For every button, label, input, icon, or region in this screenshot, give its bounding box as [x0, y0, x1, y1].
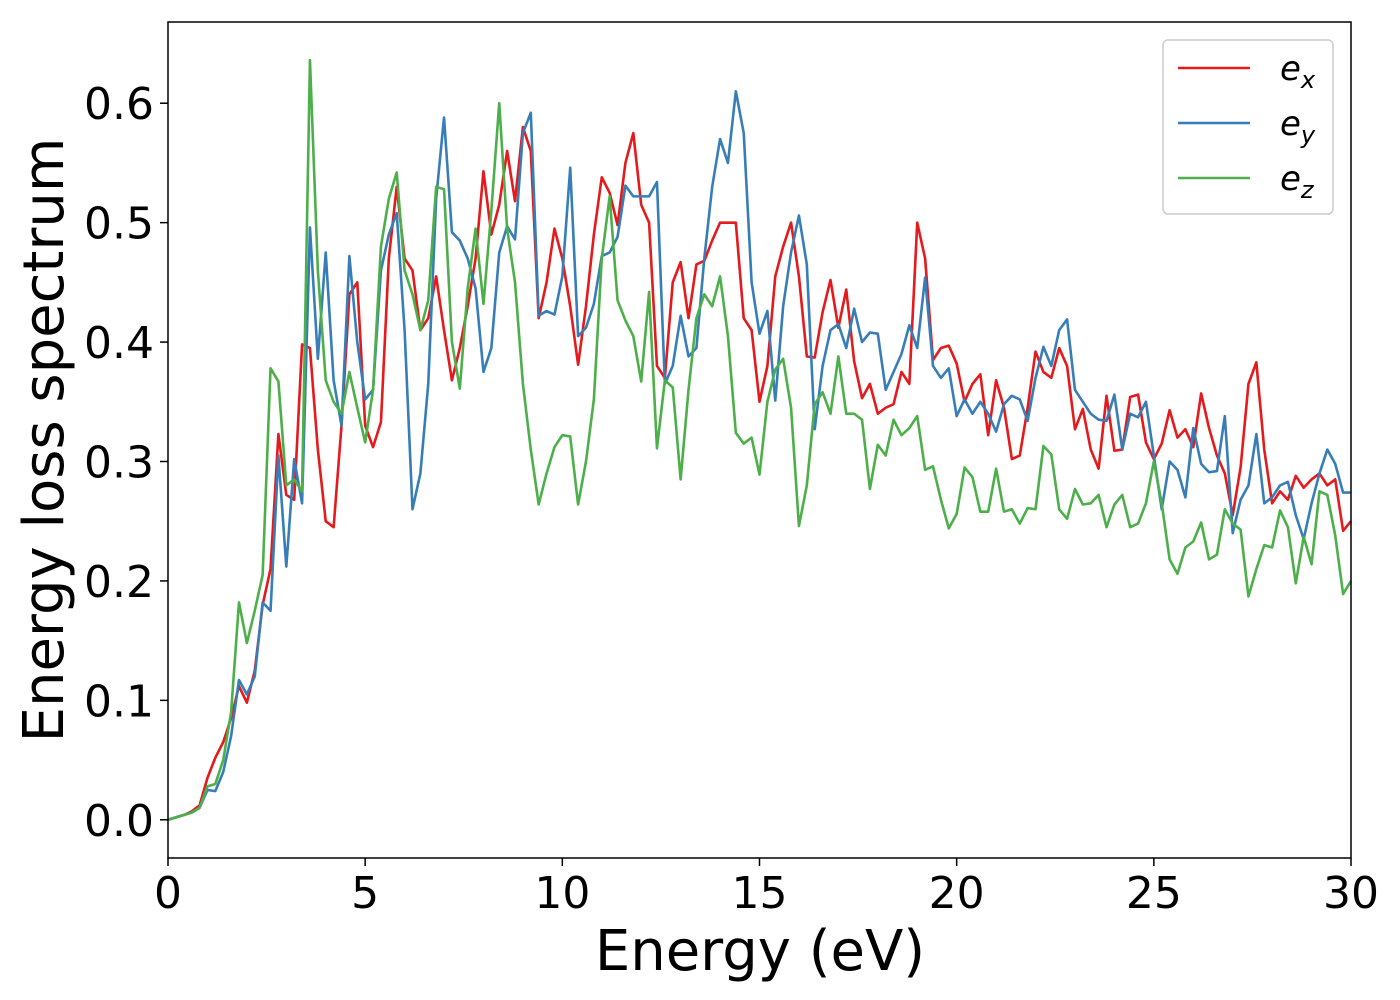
x-tick-label: 30: [1323, 868, 1379, 919]
legend-label: ez: [1280, 159, 1315, 204]
legend-label: ex: [1280, 49, 1316, 94]
x-tick-label: 0: [154, 868, 182, 919]
y-tick-label: 0.1: [84, 676, 154, 727]
y-tick-label: 0.3: [84, 437, 154, 488]
x-tick-label: 10: [534, 868, 590, 919]
y-tick-label: 0.2: [84, 557, 154, 608]
x-tick-label: 25: [1126, 868, 1182, 919]
x-tick-label: 5: [351, 868, 379, 919]
legend-box: [1162, 39, 1334, 215]
legend-label: ey: [1280, 104, 1316, 149]
x-tick-label: 20: [929, 868, 985, 919]
series-line: [167, 89, 1351, 822]
y-tick-label: 0.4: [84, 318, 154, 369]
series-line: [167, 58, 1353, 822]
y-axis-label: Energy loss spectrum: [12, 138, 77, 743]
x-tick-label: 15: [732, 868, 788, 919]
plot-frame: [167, 21, 1352, 859]
y-tick-label: 0.5: [84, 199, 154, 250]
y-tick-label: 0.0: [84, 796, 154, 847]
x-axis-label: Energy (eV): [595, 919, 925, 984]
y-tick-label: 0.6: [84, 79, 154, 130]
